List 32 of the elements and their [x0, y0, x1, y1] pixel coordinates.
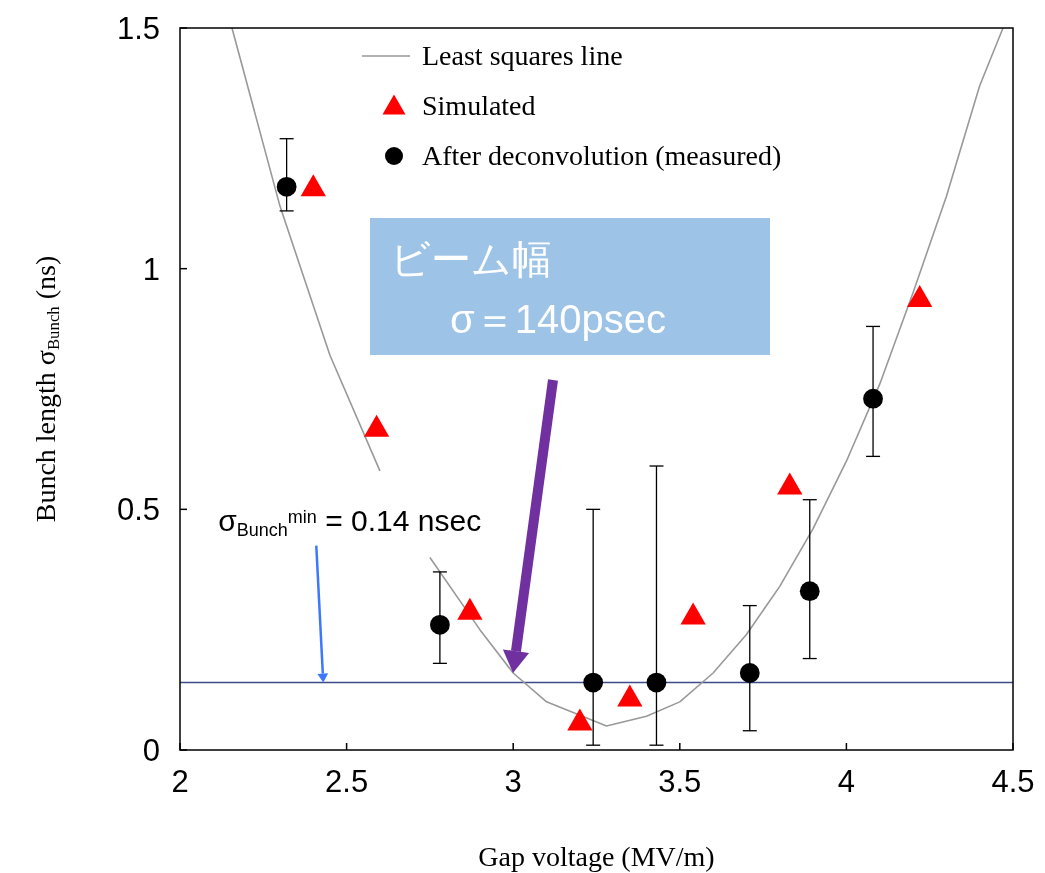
- point: [300, 174, 326, 197]
- legend-label: Simulated: [422, 90, 536, 121]
- x-tick-label: 3.5: [658, 764, 702, 799]
- point: [583, 672, 604, 693]
- annotation: σ$_{Bunch}$$^{min}$ = 0.14 nsec: [218, 503, 482, 540]
- x-tick-label: 4.5: [991, 764, 1035, 799]
- point: [777, 472, 803, 495]
- point: [646, 672, 667, 693]
- y-tick-label: 1.5: [116, 11, 160, 46]
- x-tick-label: 4: [837, 764, 856, 799]
- point: [617, 684, 643, 707]
- y-tick-label: 0: [142, 733, 160, 768]
- point: [430, 614, 450, 635]
- x-axis-title: Gap voltage (MV/m): [478, 841, 715, 872]
- y-tick-label: 1: [142, 251, 160, 287]
- x-tick-label: 2: [171, 764, 189, 799]
- point: [680, 602, 706, 625]
- point: [567, 708, 593, 731]
- legend-label: After deconvolution (measured): [422, 140, 782, 171]
- point: [457, 597, 483, 620]
- annotation: σ$_{Bunch}$$^{min}$ = 0.14 nsec: [218, 503, 482, 683]
- annotation: ビーム幅 σ＝140psec: [390, 237, 666, 341]
- point: [799, 581, 820, 602]
- point: [363, 414, 390, 437]
- x-tick-label: 3: [504, 764, 522, 799]
- legend-label: Least squares line: [422, 40, 623, 71]
- point: [739, 663, 760, 683]
- point: [907, 284, 933, 307]
- point: [276, 176, 297, 197]
- point: [863, 388, 883, 409]
- y-tick-label: 0.5: [116, 492, 160, 528]
- x-tick-label: 2.5: [325, 764, 369, 799]
